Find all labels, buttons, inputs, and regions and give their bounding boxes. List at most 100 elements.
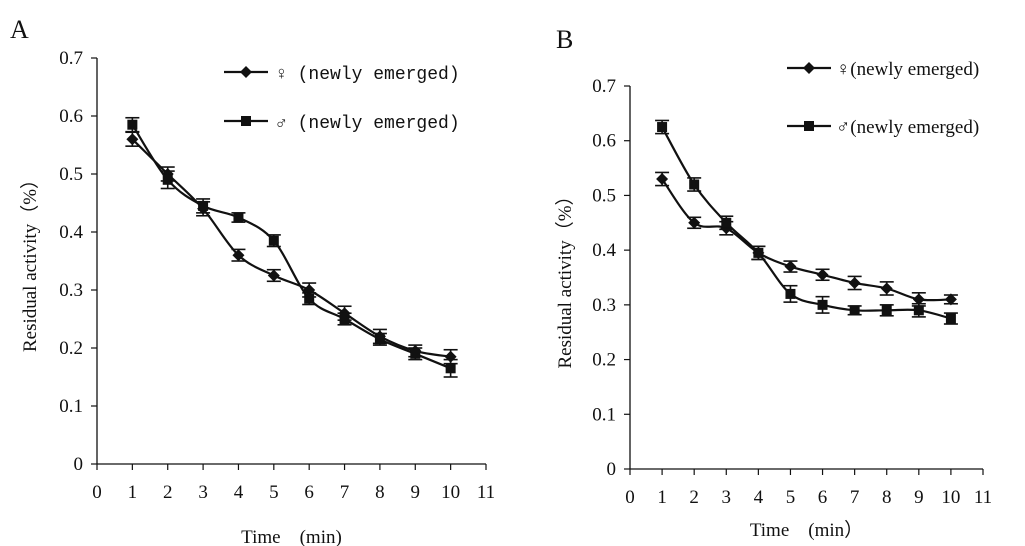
- data-point: [127, 119, 138, 130]
- x-tick-label: 9: [411, 482, 421, 503]
- legend-label: ♂ (newly emerged): [276, 114, 460, 134]
- legend-entry: ♂(newly emerged): [787, 117, 979, 138]
- series-line: [661, 178, 951, 302]
- y-tick-label: 0.3: [592, 295, 616, 316]
- x-tick-label: 5: [786, 487, 796, 508]
- data-point: [126, 133, 139, 146]
- legend-entry: ♂ (newly emerged): [224, 114, 460, 134]
- x-tick-label: 11: [974, 487, 992, 508]
- x-tick-label: 4: [234, 482, 244, 503]
- data-point: [816, 268, 829, 281]
- data-point: [848, 276, 861, 289]
- x-tick-label: 3: [722, 487, 732, 508]
- data-point: [721, 217, 732, 228]
- data-point: [339, 314, 350, 324]
- x-tick-label: 6: [304, 482, 314, 503]
- legend-marker: [803, 62, 815, 74]
- data-point: [410, 348, 421, 359]
- x-tick-label: 10: [941, 487, 960, 508]
- data-point: [881, 305, 892, 316]
- data-point: [232, 249, 245, 262]
- data-point: [784, 260, 797, 273]
- y-tick-label: 0.4: [592, 240, 616, 261]
- x-tick-label: 8: [882, 487, 892, 508]
- x-tick-label: 5: [269, 482, 279, 503]
- data-point: [912, 293, 925, 306]
- x-tick-label: 7: [340, 482, 350, 503]
- x-tick-label: 8: [375, 482, 385, 503]
- data-point: [657, 122, 668, 133]
- panel-label: B: [556, 25, 573, 54]
- x-axis-title: Time (min）: [750, 519, 863, 541]
- legend-marker: [241, 116, 251, 126]
- data-point: [267, 269, 280, 282]
- y-tick-label: 0.4: [59, 222, 83, 243]
- y-tick-label: 0.3: [59, 280, 83, 301]
- chart-panel-a: A 0 0.1 0.2 0.3 0.4 0.5 0.6 0.7 0 1 2 3 4 5 6 7 8 9 10 11 Tim…: [10, 15, 495, 546]
- x-tick-label: 3: [198, 482, 208, 503]
- y-tick-label: 0.5: [59, 164, 83, 185]
- legend-marker: [240, 66, 252, 78]
- x-tick-label: 0: [92, 482, 102, 503]
- x-tick-label: 9: [914, 487, 924, 508]
- data-point: [880, 282, 893, 295]
- y-tick-label: 0.1: [592, 404, 616, 425]
- x-tick-label: 1: [657, 487, 667, 508]
- legend-marker: [804, 121, 814, 131]
- y-tick-label: 0.2: [59, 338, 83, 359]
- series-square: [125, 116, 458, 378]
- x-tick-label: 2: [163, 482, 173, 503]
- x-tick-label: 7: [850, 487, 860, 508]
- data-point: [785, 288, 796, 299]
- data-point: [304, 293, 315, 304]
- data-point: [689, 179, 700, 190]
- x-tick-label: 2: [689, 487, 699, 508]
- data-point: [688, 216, 701, 229]
- x-tick-label: 10: [441, 482, 460, 503]
- data-point: [944, 293, 957, 306]
- data-point: [945, 313, 956, 324]
- data-point: [445, 363, 456, 374]
- y-tick-label: 0.5: [592, 185, 616, 206]
- series-square: [655, 119, 958, 325]
- legend-entry: ♀(newly emerged): [787, 59, 979, 80]
- data-point: [753, 247, 764, 258]
- legend-label: ♂(newly emerged): [836, 117, 979, 138]
- y-tick-label: 0.6: [59, 106, 83, 127]
- data-point: [817, 299, 828, 310]
- x-tick-label: 1: [128, 482, 138, 503]
- x-tick-label: 6: [818, 487, 828, 508]
- data-point: [198, 200, 209, 211]
- panel-label: A: [10, 15, 29, 44]
- y-tick-label: 0.7: [59, 48, 83, 69]
- legend-label: ♀ (newly emerged): [276, 65, 460, 85]
- series-diamond: [125, 131, 458, 365]
- data-point: [913, 305, 924, 316]
- x-axis-title: Time (min): [241, 527, 342, 546]
- legend-entry: ♀ (newly emerged): [224, 65, 460, 85]
- data-point: [849, 305, 860, 316]
- series-line: [661, 126, 952, 320]
- y-tick-label: 0.7: [592, 76, 616, 97]
- y-tick-label: 0.6: [592, 131, 616, 152]
- data-point: [374, 334, 385, 345]
- x-tick-label: 11: [477, 482, 495, 503]
- x-tick-label: 0: [625, 487, 635, 508]
- chart-panel-b: B 0 0.1 0.2 0.3 0.4 0.5 0.6 0.7 0 1 2 3 4 5 6 7 8 9 10 11 Tim…: [554, 25, 992, 541]
- data-point: [233, 212, 244, 223]
- x-tick-label: 4: [754, 487, 764, 508]
- y-tick-label: 0: [607, 459, 617, 480]
- legend-label: ♀(newly emerged): [836, 59, 979, 80]
- y-tick-label: 0.2: [592, 350, 616, 371]
- y-axis-title: Residual activity（%）: [19, 170, 41, 352]
- y-axis-title: Residual activity（%）: [554, 186, 576, 368]
- data-point: [656, 173, 669, 186]
- series-line: [131, 138, 451, 358]
- y-tick-label: 0.1: [59, 396, 83, 417]
- data-point: [162, 174, 173, 185]
- series-line: [131, 124, 452, 370]
- data-point: [268, 235, 279, 246]
- y-tick-label: 0: [74, 454, 84, 475]
